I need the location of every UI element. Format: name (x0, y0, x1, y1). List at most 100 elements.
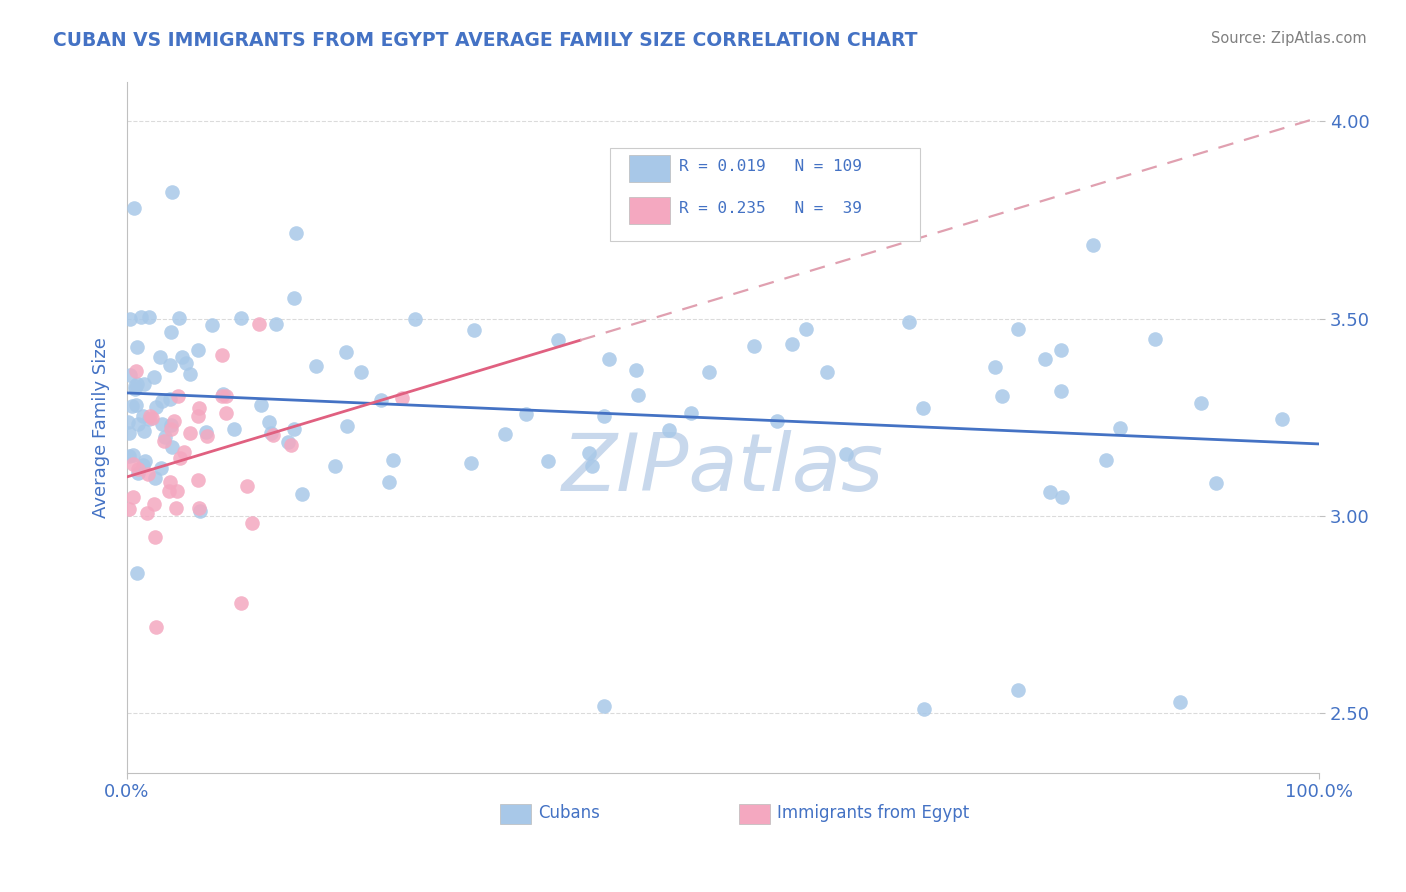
Text: R = 0.235   N =  39: R = 0.235 N = 39 (679, 201, 862, 216)
Point (125, 340, 148, 354)
Point (794, 322, 817, 336)
Point (153, 430, 176, 444)
Point (1109, 421, 1132, 435)
Point (744, 339, 766, 353)
Point (124, 382, 146, 396)
Point (167, 310, 190, 325)
Point (138, 412, 160, 426)
Point (592, 409, 614, 423)
Point (162, 414, 184, 428)
Point (283, 422, 305, 436)
Point (1271, 411, 1294, 425)
Point (898, 315, 921, 329)
Point (138, 409, 160, 423)
Point (166, 484, 188, 499)
Point (122, 201, 145, 215)
Point (122, 457, 145, 471)
Point (335, 419, 357, 434)
Point (167, 389, 190, 403)
Point (381, 453, 404, 467)
Point (118, 425, 141, 440)
Point (404, 312, 426, 326)
Text: Cubans: Cubans (538, 804, 600, 822)
Point (159, 422, 181, 436)
Point (127, 417, 149, 431)
Point (165, 501, 187, 516)
Point (598, 352, 620, 367)
Point (134, 454, 156, 468)
Point (122, 490, 145, 504)
Point (765, 414, 787, 428)
Y-axis label: Average Family Size: Average Family Size (93, 337, 110, 517)
Point (152, 417, 174, 431)
Point (160, 418, 183, 433)
Point (197, 429, 219, 443)
Point (283, 291, 305, 305)
Point (125, 364, 148, 378)
Point (990, 389, 1012, 403)
Point (145, 619, 167, 633)
Point (1039, 485, 1062, 500)
Point (159, 326, 181, 340)
Point (624, 363, 647, 377)
Point (835, 447, 858, 461)
FancyBboxPatch shape (628, 155, 669, 182)
Text: CUBAN VS IMMIGRANTS FROM EGYPT AVERAGE FAMILY SIZE CORRELATION CHART: CUBAN VS IMMIGRANTS FROM EGYPT AVERAGE F… (53, 31, 918, 50)
Point (125, 566, 148, 581)
Point (335, 345, 357, 359)
Point (169, 451, 191, 466)
Point (153, 434, 176, 448)
Point (780, 336, 803, 351)
Point (231, 311, 253, 326)
Point (188, 500, 211, 515)
Point (391, 392, 413, 406)
Point (159, 392, 181, 406)
Point (211, 348, 233, 362)
Point (236, 478, 259, 492)
Point (187, 343, 209, 358)
Point (215, 407, 238, 421)
Point (160, 186, 183, 200)
Point (537, 454, 560, 468)
FancyBboxPatch shape (610, 147, 920, 241)
Point (1144, 332, 1167, 346)
Point (122, 448, 145, 462)
Point (247, 317, 270, 331)
Point (291, 487, 314, 501)
Point (249, 398, 271, 412)
Point (370, 392, 392, 407)
Point (120, 368, 142, 383)
Point (911, 401, 934, 415)
Point (697, 365, 720, 379)
Point (143, 370, 166, 384)
Point (592, 698, 614, 713)
FancyBboxPatch shape (738, 804, 769, 824)
Text: Source: ZipAtlas.com: Source: ZipAtlas.com (1211, 31, 1367, 46)
Point (229, 596, 252, 610)
Point (138, 310, 160, 324)
Point (679, 406, 702, 420)
Text: Immigrants from Egypt: Immigrants from Egypt (778, 804, 969, 822)
Point (1050, 384, 1073, 399)
Point (1205, 475, 1227, 490)
Point (1095, 453, 1118, 467)
Point (188, 401, 211, 415)
Point (211, 388, 233, 402)
Point (1189, 396, 1212, 410)
Point (150, 461, 173, 475)
Point (350, 365, 373, 379)
Point (125, 398, 148, 412)
Point (118, 312, 141, 326)
Point (240, 516, 263, 530)
Point (134, 377, 156, 392)
Point (627, 387, 650, 401)
Point (190, 504, 212, 518)
Point (179, 425, 201, 440)
Point (323, 458, 346, 473)
Point (1033, 351, 1056, 366)
Point (1081, 238, 1104, 252)
Point (143, 530, 166, 544)
Point (159, 475, 181, 490)
Point (1050, 490, 1073, 504)
Point (912, 702, 935, 716)
